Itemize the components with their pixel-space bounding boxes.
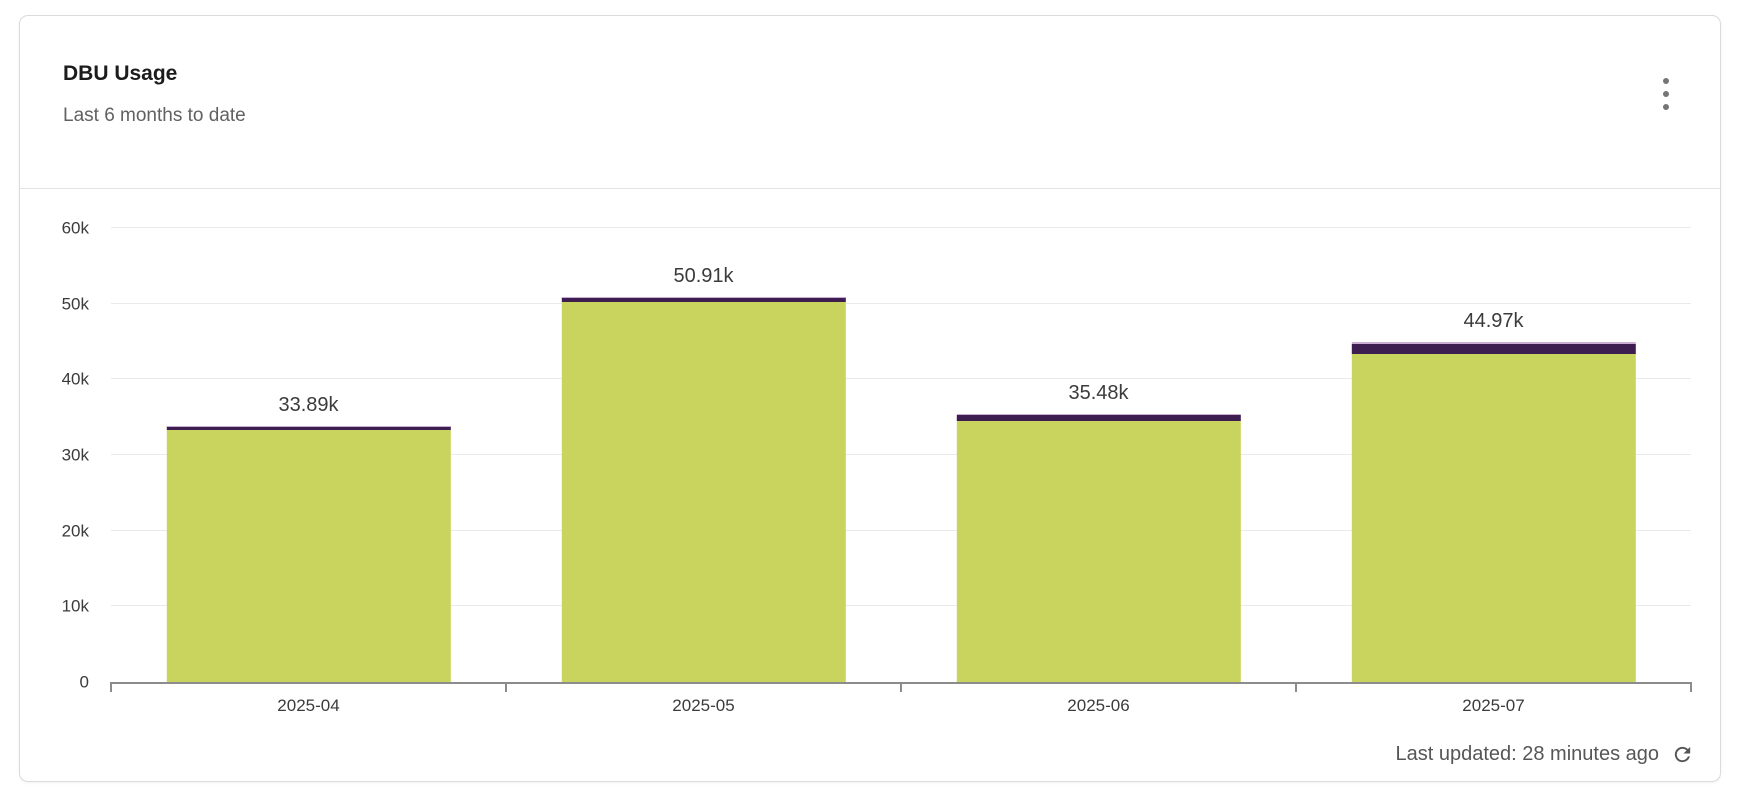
x-tick-label: 2025-07	[1462, 696, 1525, 715]
bar-slot-2025-06: 35.48k	[901, 228, 1296, 682]
gridline	[111, 529, 1691, 531]
x-tick-label: 2025-05	[672, 696, 735, 715]
gridline	[111, 302, 1691, 304]
bar-segment-green[interactable]	[956, 420, 1241, 682]
gridline	[111, 605, 1691, 607]
axis-tick	[505, 682, 507, 692]
bar-segment-dark-purple[interactable]	[561, 297, 846, 303]
kebab-menu-icon	[1663, 91, 1669, 97]
bar-segment-lavender[interactable]	[1351, 341, 1636, 345]
y-tick-label: 50k	[61, 294, 89, 314]
last-updated-text: Last updated: 28 minutes ago	[1395, 742, 1659, 765]
refresh-button[interactable]	[1671, 743, 1694, 766]
bar-2025-06[interactable]	[956, 228, 1241, 682]
bar-segment-lavender[interactable]	[956, 413, 1241, 416]
bar-value-label: 50.91k	[673, 264, 734, 287]
kebab-menu-icon	[1663, 104, 1669, 110]
card-menu-button[interactable]	[1648, 70, 1684, 118]
bar-slot-2025-04: 33.89k	[111, 228, 506, 682]
x-tick-label: 2025-04	[277, 696, 340, 715]
y-tick-label: 20k	[61, 521, 89, 541]
bar-2025-04[interactable]	[166, 228, 451, 682]
chart-body: 0 10k 20k 30k 40k 50k 60k 33.89k 50.91k 35.48k 44.…	[20, 188, 1720, 781]
gridline	[111, 454, 1691, 455]
axis-tick	[900, 682, 902, 692]
y-tick-label: 30k	[61, 445, 89, 465]
card-header: DBU Usage Last 6 months to date	[20, 16, 1720, 189]
bar-segment-dark-purple[interactable]	[956, 415, 1241, 421]
plot-wrap: 0 10k 20k 30k 40k 50k 60k 33.89k 50.91k 35.48k 44.…	[62, 220, 1692, 715]
bar-segment-lavender[interactable]	[166, 425, 451, 427]
refresh-icon	[1674, 746, 1691, 762]
plot-area: 0 10k 20k 30k 40k 50k 60k 33.89k 50.91k 35.48k 44.…	[62, 220, 1692, 692]
y-tick-label: 0	[79, 672, 89, 692]
bar-segment-dark-purple[interactable]	[166, 426, 451, 430]
gridline	[111, 227, 1691, 228]
card-title: DBU Usage	[63, 62, 178, 85]
bar-2025-07[interactable]	[1351, 228, 1636, 682]
axis-tick	[1690, 682, 1692, 692]
gridline	[111, 378, 1691, 380]
bar-segment-dark-purple[interactable]	[1351, 344, 1636, 355]
y-tick-label: 40k	[61, 369, 89, 389]
bar-slot-2025-07: 44.97k	[1296, 228, 1691, 682]
last-updated-row: Last updated: 28 minutes ago	[1395, 737, 1694, 771]
y-tick-label: 10k	[61, 596, 89, 616]
x-tick-label: 2025-06	[1067, 696, 1130, 715]
kebab-menu-icon	[1663, 78, 1669, 84]
bar-slot-2025-05: 50.91k	[506, 228, 901, 682]
x-axis-line	[111, 682, 1691, 684]
y-tick-label: 60k	[61, 218, 89, 238]
bar-value-label: 33.89k	[278, 393, 339, 416]
bar-segment-lavender[interactable]	[561, 296, 846, 298]
axis-tick	[1295, 682, 1297, 692]
bar-value-label: 44.97k	[1463, 309, 1524, 332]
bar-segment-green[interactable]	[561, 302, 846, 682]
bar-value-label: 35.48k	[1068, 381, 1129, 404]
bar-2025-05[interactable]	[561, 228, 846, 682]
dbu-usage-card: DBU Usage Last 6 months to date 0 10k 20k 3…	[19, 15, 1721, 782]
card-subtitle: Last 6 months to date	[63, 105, 246, 126]
axis-tick	[110, 682, 112, 692]
bar-segment-green[interactable]	[1351, 354, 1636, 682]
bar-segment-green[interactable]	[166, 429, 451, 682]
x-axis-labels: 2025-04 2025-05 2025-06 2025-07	[111, 696, 1691, 718]
